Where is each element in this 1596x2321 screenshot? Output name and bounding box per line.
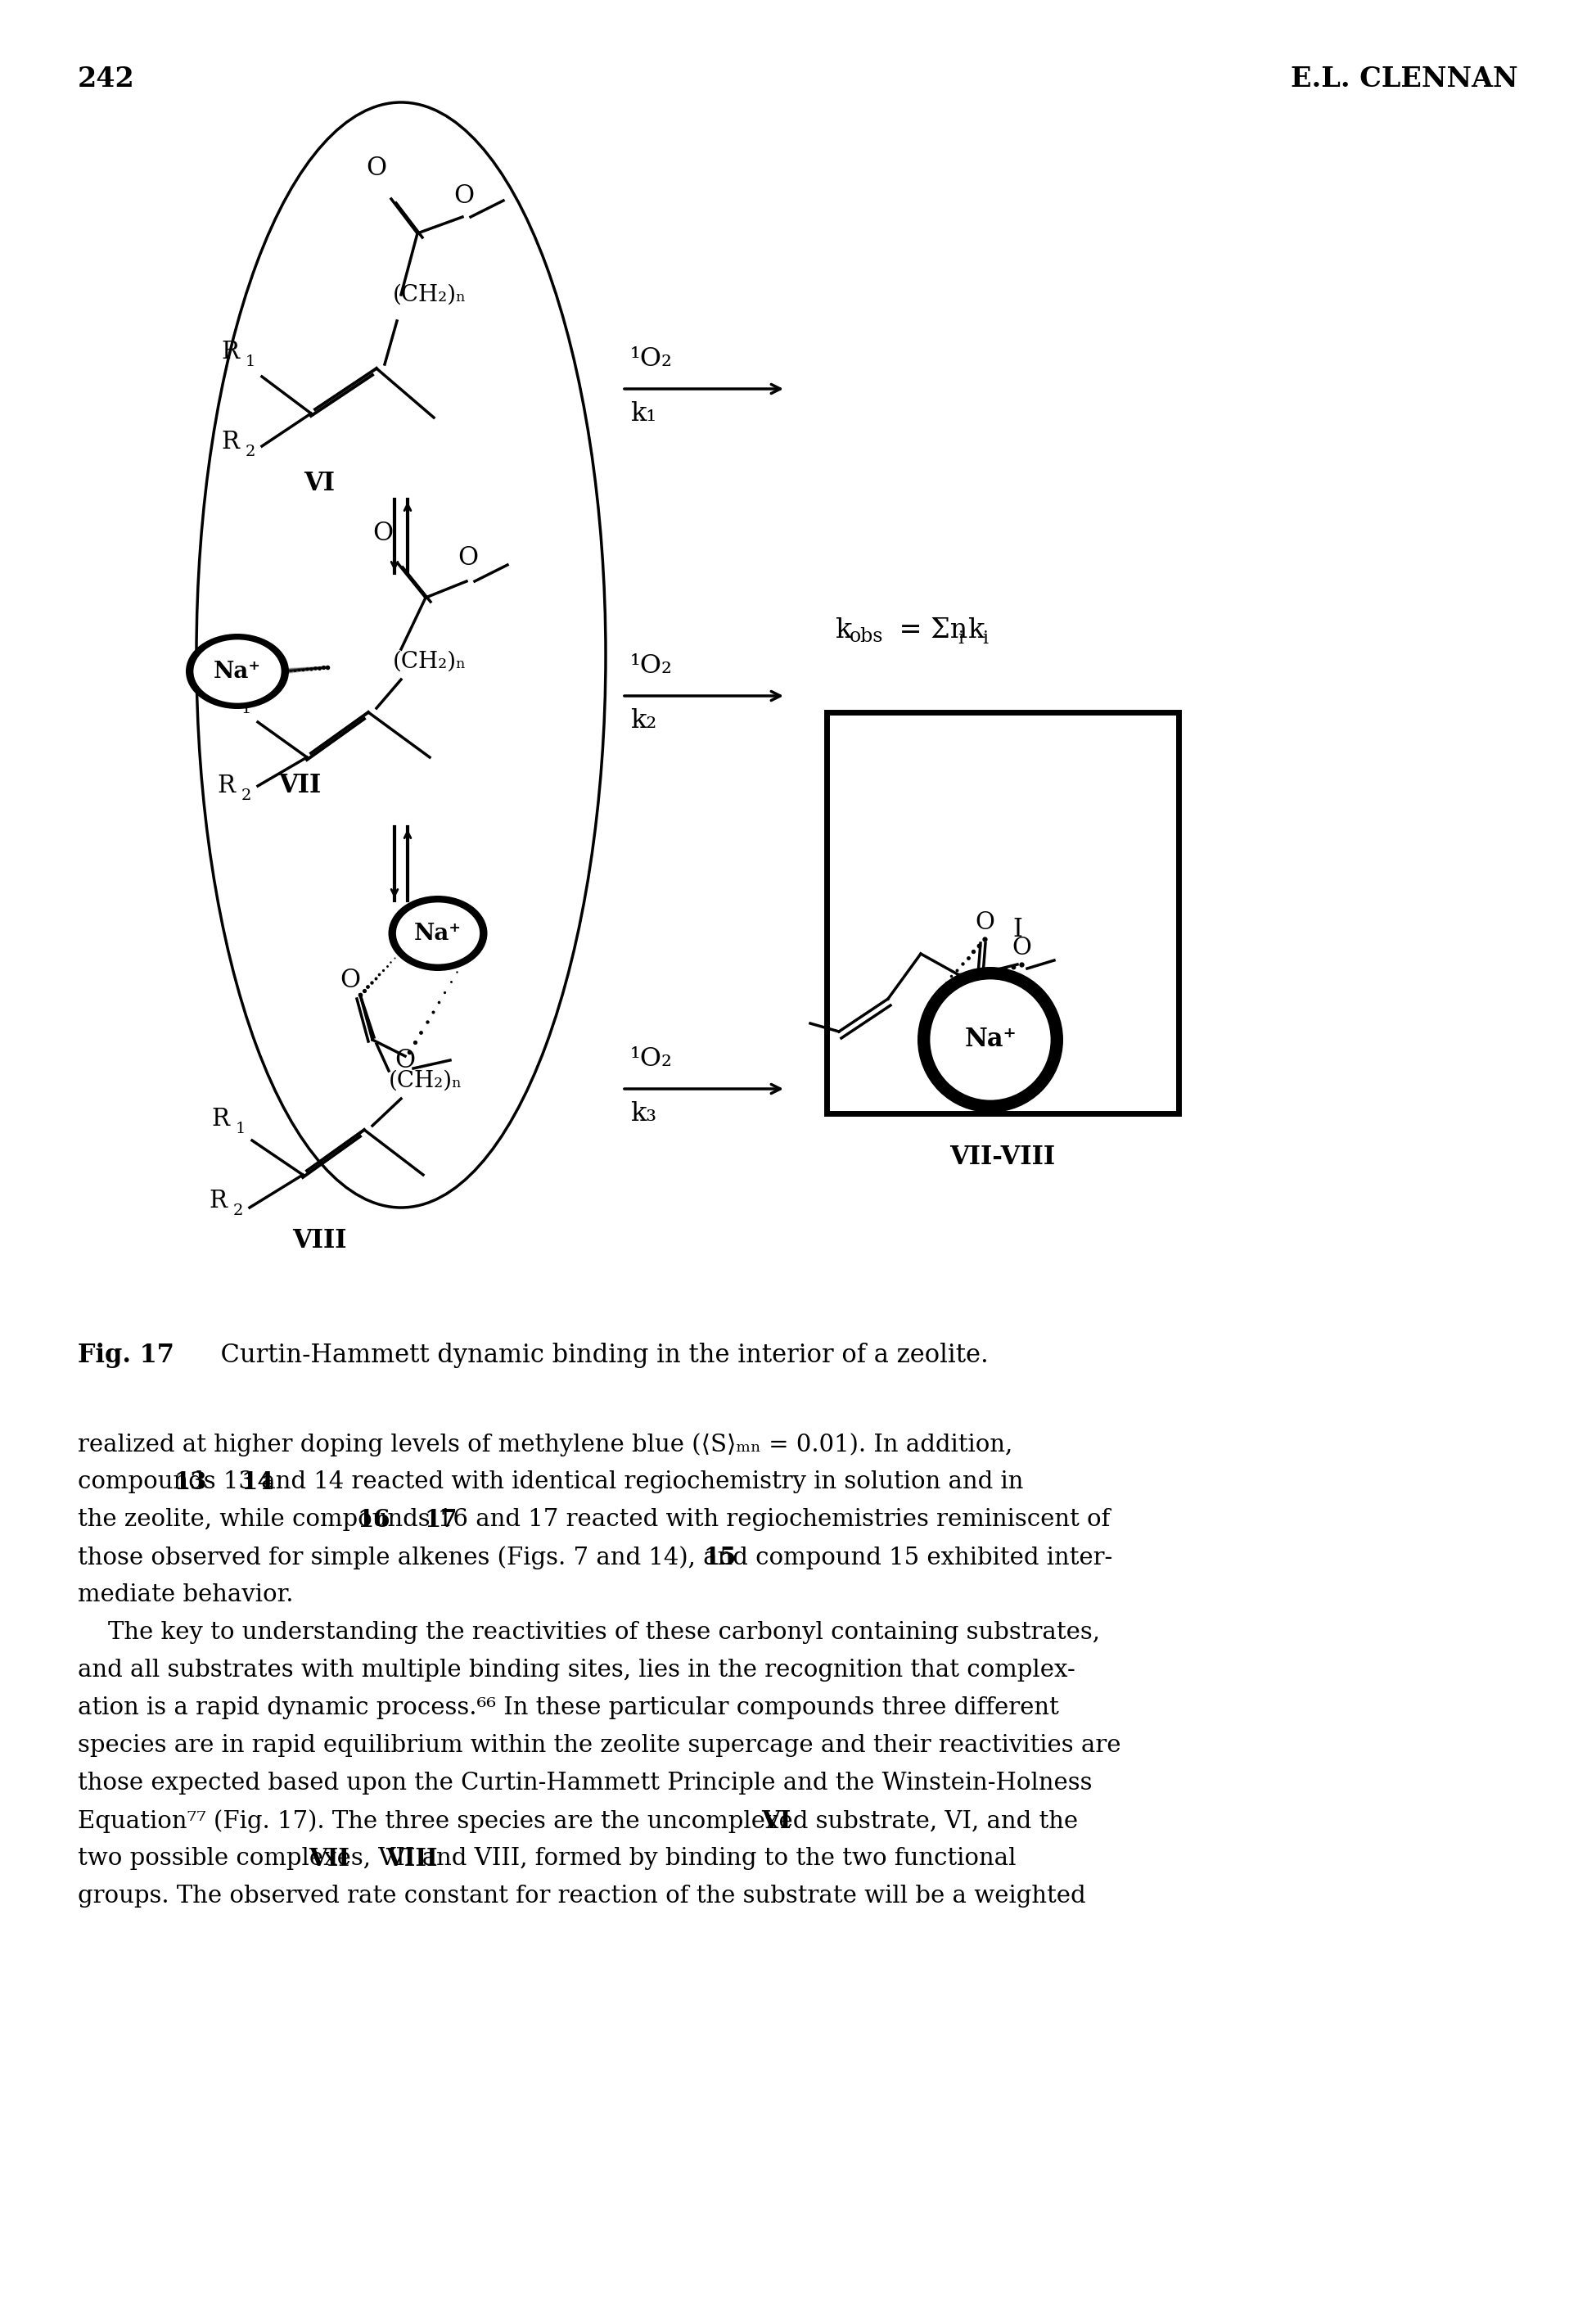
Text: 2: 2 (233, 1205, 243, 1219)
Text: VII: VII (278, 773, 321, 798)
Text: Na⁺: Na⁺ (964, 1028, 1017, 1051)
Text: two possible complexes, VII and VIII, formed by binding to the two functional: two possible complexes, VII and VIII, fo… (78, 1848, 1017, 1871)
Ellipse shape (185, 634, 289, 708)
Text: the zeolite, while compounds 16 and 17 reacted with regiochemistries reminiscent: the zeolite, while compounds 16 and 17 r… (78, 1509, 1111, 1532)
Text: R: R (211, 1107, 230, 1130)
Text: O: O (458, 545, 479, 571)
Text: those expected based upon the Curtin-Hammett Principle and the Winstein-Holness: those expected based upon the Curtin-Ham… (78, 1771, 1092, 1794)
Ellipse shape (394, 901, 480, 966)
Text: 1: 1 (236, 1121, 246, 1137)
Text: i: i (982, 629, 988, 648)
Text: VII-VIII: VII-VIII (950, 1144, 1055, 1170)
Text: (CH₂)ₙ: (CH₂)ₙ (389, 1070, 463, 1091)
Text: compounds 13 and 14 reacted with identical regiochemistry in solution and in: compounds 13 and 14 reacted with identic… (78, 1472, 1023, 1492)
Text: Na⁺: Na⁺ (214, 659, 262, 682)
Text: O: O (373, 522, 393, 545)
Text: ¹O₂: ¹O₂ (630, 1047, 672, 1072)
Ellipse shape (388, 896, 487, 970)
Text: k: k (835, 617, 851, 643)
Text: Na⁺: Na⁺ (413, 921, 461, 945)
Text: those observed for simple alkenes (Figs. 7 and 14), and compound 15 exhibited in: those observed for simple alkenes (Figs.… (78, 1546, 1112, 1569)
Text: 1: 1 (241, 701, 252, 717)
Text: realized at higher doping levels of methylene blue (⟨S⟩ₘₙ = 0.01). In addition,: realized at higher doping levels of meth… (78, 1432, 1012, 1455)
Text: 242: 242 (78, 65, 134, 93)
Text: I: I (1012, 917, 1021, 942)
Text: 1: 1 (246, 355, 255, 369)
Text: R: R (209, 1191, 227, 1212)
Text: obs: obs (849, 627, 884, 645)
Text: and all substrates with multiple binding sites, lies in the recognition that com: and all substrates with multiple binding… (78, 1660, 1076, 1683)
Text: 15: 15 (704, 1546, 736, 1569)
Text: Fig. 17: Fig. 17 (78, 1342, 174, 1367)
Text: R: R (217, 775, 235, 798)
Ellipse shape (193, 638, 282, 703)
Text: groups. The observed rate constant for reaction of the substrate will be a weigh: groups. The observed rate constant for r… (78, 1885, 1085, 1908)
Text: VI: VI (303, 471, 335, 497)
Text: = Σn: = Σn (891, 617, 967, 643)
Text: R: R (220, 432, 239, 453)
Text: 16: 16 (358, 1509, 389, 1532)
Text: species are in rapid equilibrium within the zeolite supercage and their reactivi: species are in rapid equilibrium within … (78, 1734, 1120, 1757)
Text: 2: 2 (241, 789, 252, 803)
Circle shape (918, 968, 1063, 1112)
Text: 13: 13 (174, 1472, 207, 1495)
Text: 14: 14 (241, 1472, 275, 1495)
Text: E.L. CLENNAN: E.L. CLENNAN (1291, 65, 1518, 93)
Text: VIII: VIII (292, 1228, 346, 1253)
Text: 17: 17 (425, 1509, 458, 1532)
Text: k: k (967, 617, 983, 643)
Circle shape (929, 979, 1052, 1100)
Text: ation is a rapid dynamic process.⁶⁶ In these particular compounds three differen: ation is a rapid dynamic process.⁶⁶ In t… (78, 1697, 1058, 1720)
Text: Curtin-Hammett dynamic binding in the interior of a zeolite.: Curtin-Hammett dynamic binding in the in… (204, 1342, 988, 1367)
Text: k₁: k₁ (630, 402, 656, 427)
Text: 2: 2 (246, 446, 255, 460)
Text: VI: VI (761, 1810, 792, 1834)
Text: k₃: k₃ (630, 1100, 656, 1126)
Text: Equation⁷⁷ (Fig. 17). The three species are the uncomplexed substrate, VI, and t: Equation⁷⁷ (Fig. 17). The three species … (78, 1810, 1077, 1834)
Text: ¹O₂: ¹O₂ (630, 346, 672, 371)
Text: R: R (217, 687, 235, 710)
Text: R: R (220, 341, 239, 364)
Text: O: O (1012, 938, 1031, 959)
Text: VII: VII (308, 1848, 350, 1871)
Text: VIII: VIII (386, 1848, 437, 1871)
Text: O: O (394, 1047, 415, 1072)
Text: O: O (365, 156, 386, 181)
Text: O: O (453, 183, 474, 209)
Text: k₂: k₂ (630, 708, 656, 733)
Text: ¹O₂: ¹O₂ (630, 652, 672, 678)
Text: O: O (340, 968, 361, 993)
Text: (CH₂)ₙ: (CH₂)ₙ (393, 650, 466, 673)
Text: i: i (958, 629, 964, 648)
Text: The key to understanding the reactivities of these carbonyl containing substrate: The key to understanding the reactivitie… (78, 1620, 1100, 1643)
Text: O: O (975, 912, 994, 933)
Text: mediate behavior.: mediate behavior. (78, 1583, 294, 1606)
Bar (827, 713, 1178, 1114)
Text: (CH₂)ₙ: (CH₂)ₙ (393, 283, 466, 306)
